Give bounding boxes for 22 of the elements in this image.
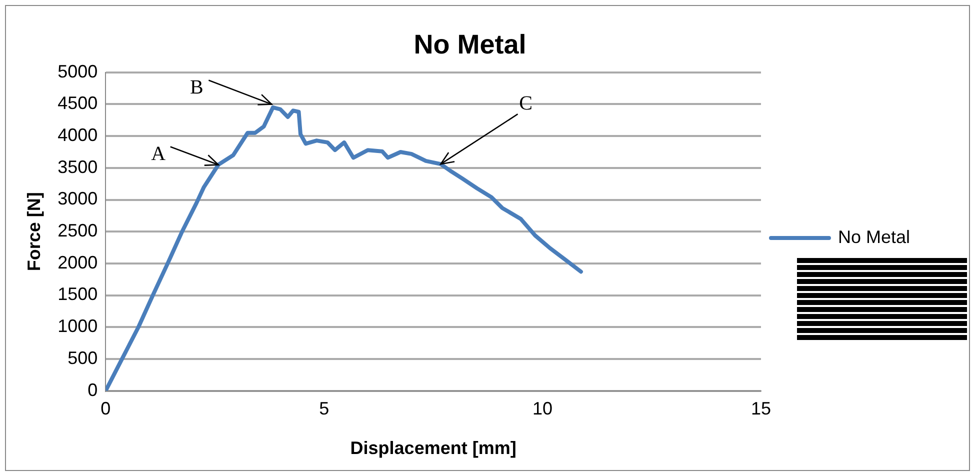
x-tick-label: 10 — [532, 398, 553, 419]
x-tick-label: 5 — [319, 398, 330, 419]
y-tick-label: 1500 — [58, 284, 98, 304]
annotation: C — [519, 92, 532, 114]
chart-title: No Metal — [414, 30, 526, 60]
x-axis-title: Displacement [mm] — [350, 438, 516, 458]
y-axis-title: Force [N] — [24, 192, 44, 272]
y-tick-label: 4500 — [58, 93, 98, 114]
y-tick-label: 2000 — [58, 252, 98, 272]
y-tick-label: 2500 — [58, 220, 98, 241]
annotation: A — [151, 142, 166, 165]
y-tick-label: 1000 — [58, 316, 98, 336]
y-tick-label: 0 — [88, 380, 98, 400]
y-tick-label: 5000 — [58, 61, 98, 82]
x-tick-label: 15 — [750, 398, 771, 419]
y-tick-label: 500 — [68, 348, 98, 368]
x-tick-label: 0 — [100, 398, 111, 419]
annotation: B — [190, 76, 204, 98]
legend-label: No Metal — [838, 226, 910, 247]
y-tick-label: 4000 — [58, 125, 98, 146]
y-tick-label: 3000 — [58, 188, 98, 209]
y-tick-label: 3500 — [58, 156, 98, 177]
